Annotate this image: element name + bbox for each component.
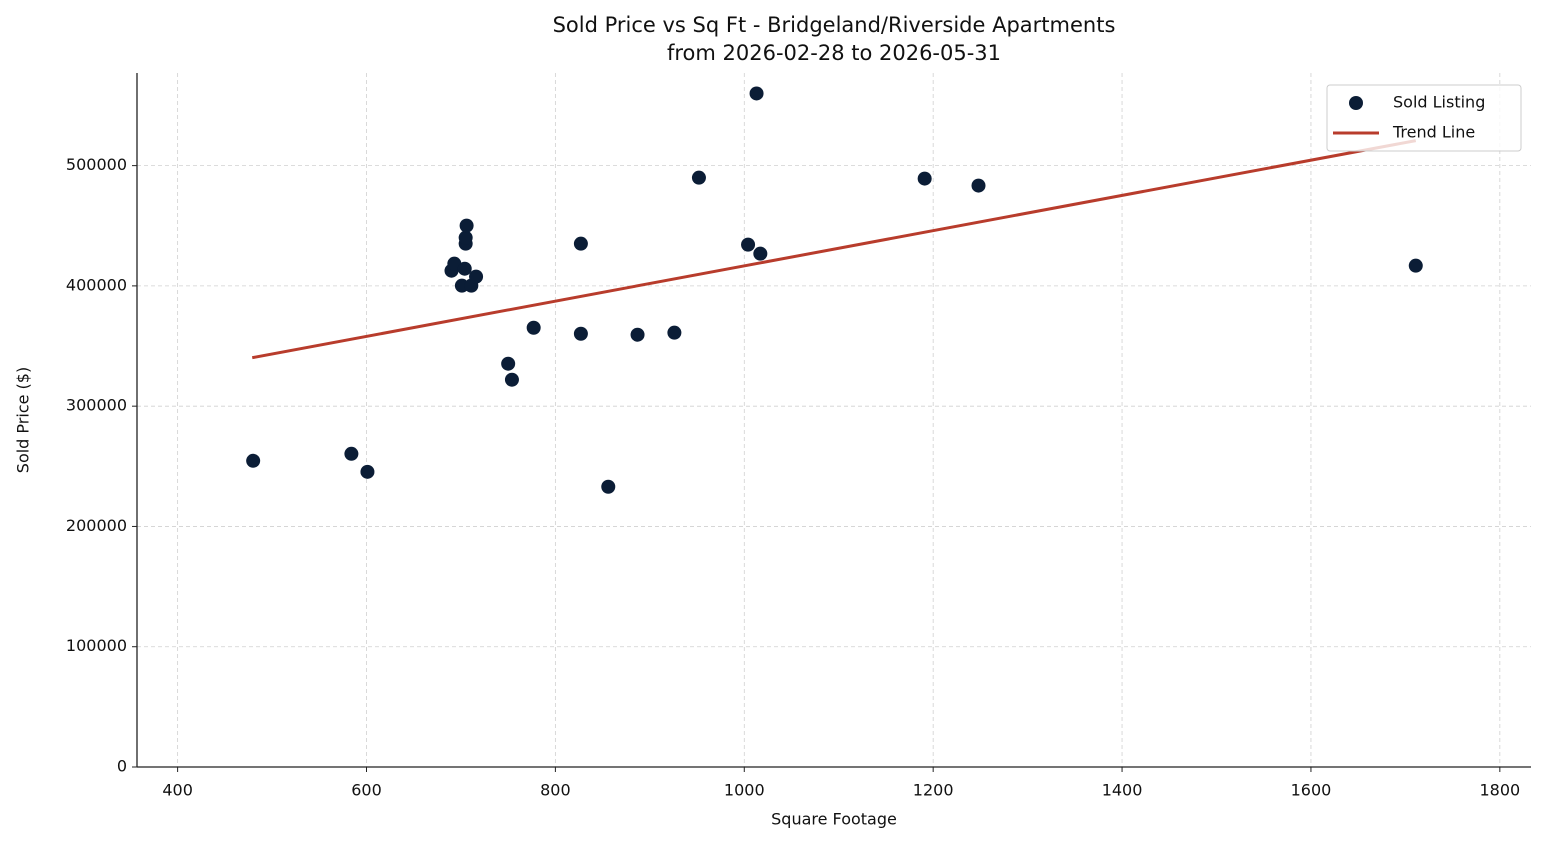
x-tick-label: 1200 bbox=[913, 781, 954, 800]
legend-marker bbox=[1349, 96, 1363, 110]
point bbox=[741, 237, 756, 252]
point bbox=[971, 178, 986, 193]
point bbox=[667, 325, 682, 340]
x-tick-label: 600 bbox=[351, 781, 382, 800]
y-axis-label: Sold Price ($) bbox=[14, 367, 33, 473]
point bbox=[458, 230, 473, 245]
point bbox=[917, 171, 932, 186]
point bbox=[526, 320, 541, 335]
point bbox=[459, 218, 474, 233]
y-tick-label: 100000 bbox=[66, 636, 127, 655]
legend-label: Sold Listing bbox=[1393, 93, 1485, 112]
point bbox=[601, 479, 616, 494]
y-tick-label: 0 bbox=[117, 757, 127, 776]
point bbox=[504, 372, 519, 387]
y-tick-label: 500000 bbox=[66, 155, 127, 174]
point bbox=[691, 170, 706, 185]
x-tick-label: 1400 bbox=[1102, 781, 1143, 800]
trend-line bbox=[251, 139, 1417, 360]
point bbox=[501, 356, 516, 371]
x-tick-label: 1600 bbox=[1291, 781, 1332, 800]
y-tick-label: 400000 bbox=[66, 275, 127, 294]
point bbox=[344, 446, 359, 461]
point bbox=[469, 269, 484, 284]
point bbox=[246, 453, 261, 468]
point bbox=[573, 326, 588, 341]
point bbox=[1408, 258, 1423, 273]
point bbox=[457, 261, 472, 276]
legend-label: Trend Line bbox=[1392, 123, 1475, 142]
y-tick-label: 300000 bbox=[66, 396, 127, 415]
point bbox=[447, 256, 462, 271]
chart-title: Sold Price vs Sq Ft - Bridgeland/Riversi… bbox=[553, 13, 1116, 37]
y-tick-label: 200000 bbox=[66, 516, 127, 535]
point bbox=[749, 86, 764, 101]
point bbox=[630, 327, 645, 342]
x-tick-label: 800 bbox=[540, 781, 571, 800]
x-tick-label: 400 bbox=[162, 781, 193, 800]
x-tick-label: 1800 bbox=[1479, 781, 1520, 800]
x-tick-label: 1000 bbox=[724, 781, 765, 800]
point bbox=[573, 236, 588, 251]
point bbox=[753, 246, 768, 261]
chart-subtitle: from 2026-02-28 to 2026-05-31 bbox=[667, 41, 1001, 65]
point bbox=[360, 464, 375, 479]
x-axis-label: Square Footage bbox=[771, 810, 897, 829]
